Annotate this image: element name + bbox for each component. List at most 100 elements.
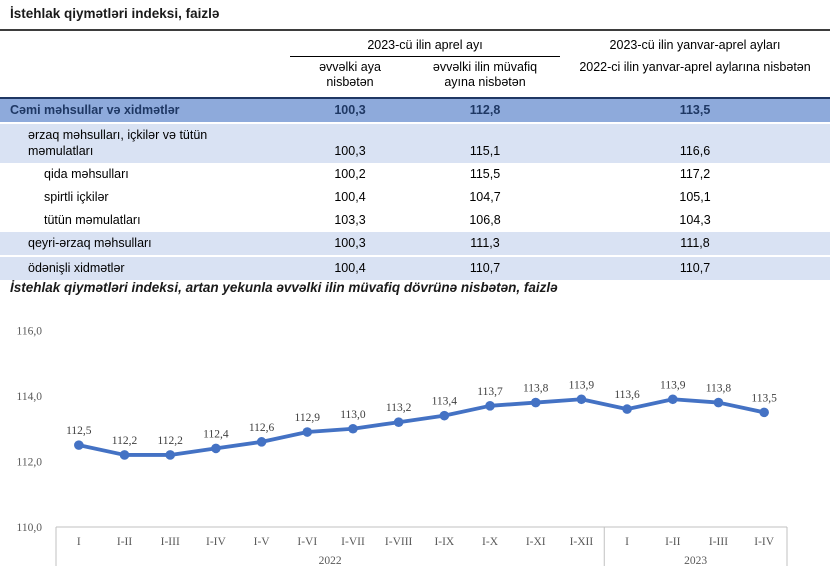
row-value: 113,5 (560, 97, 830, 124)
row-value: 100,3 (290, 123, 410, 163)
table-row: qeyri-ərzaq məhsulları 100,3 111,3 111,8 (0, 232, 830, 256)
row-value: 115,1 (410, 123, 561, 163)
data-point-marker (713, 397, 724, 408)
row-label: Cəmi məhsullar və xidmətlər (0, 97, 290, 124)
cpi-table-container: 2023-cü ilin aprel ayı 2023-cü ilin yanv… (0, 33, 830, 280)
row-value: 104,7 (410, 186, 561, 209)
row-label: qeyri-ərzaq məhsulları (0, 232, 290, 256)
row-value: 100,3 (290, 232, 410, 256)
row-value: 110,7 (410, 255, 561, 280)
row-value: 111,8 (560, 232, 830, 256)
data-point-label: 113,4 (432, 396, 458, 408)
data-point-marker (622, 404, 632, 414)
x-axis-tick-label: I-IV (754, 536, 774, 548)
x-axis-tick-label: I-XI (526, 536, 546, 548)
x-axis-tick-label: I-VI (297, 536, 317, 548)
y-axis-tick-label: 114,0 (17, 391, 43, 403)
row-value: 104,3 (560, 209, 830, 232)
data-point-label: 112,9 (295, 412, 321, 424)
row-value: 110,7 (560, 255, 830, 280)
x-axis-tick-label: I-IV (206, 536, 226, 548)
chart-title: İstehlak qiymətləri indeksi, artan yekun… (10, 280, 558, 295)
table-row: ödənişli xidmətlər 100,4 110,7 110,7 (0, 255, 830, 280)
row-value: 116,6 (560, 123, 830, 163)
x-axis-tick-label: I (625, 536, 629, 548)
row-label: qida məhsulları (0, 163, 290, 186)
row-label: ödənişli xidmətlər (0, 255, 290, 280)
data-point-marker (119, 450, 130, 460)
table-header-row-2: əvvəlki aya nisbətən əvvəlki ilin müvafi… (0, 57, 830, 99)
year-group-label: 2023 (684, 555, 707, 567)
data-point-marker (256, 437, 267, 447)
header-empty-cell (0, 57, 290, 99)
cpi-table: 2023-cü ilin aprel ayı 2023-cü ilin yanv… (0, 33, 830, 280)
row-value: 100,4 (290, 186, 410, 209)
data-point-label: 113,7 (477, 386, 503, 398)
data-point-label: 113,8 (706, 383, 732, 395)
row-value: 112,8 (410, 97, 561, 124)
table-row: tütün məmulatları 103,3 106,8 104,3 (0, 209, 830, 232)
header-prev-year-month: əvvəlki ilin müvafiq ayına nisbətən (432, 60, 538, 89)
data-point-marker (667, 394, 678, 405)
x-axis-tick-label: I-V (254, 536, 271, 548)
row-label: ərzaq məhsulları, içkilər və tütün məmul… (0, 123, 290, 163)
row-value: 100,4 (290, 255, 410, 280)
row-value: 105,1 (560, 186, 830, 209)
x-axis-tick-label: I-IX (434, 536, 454, 548)
data-point-marker (485, 401, 495, 411)
data-point-label: 113,0 (340, 409, 366, 421)
header-prev-month: əvvəlki aya nisbətən (319, 60, 381, 89)
x-axis-tick-label: I-II (665, 536, 680, 548)
data-point-label: 112,5 (66, 425, 92, 437)
row-value: 103,3 (290, 209, 410, 232)
data-point-label: 113,2 (386, 402, 412, 414)
header-empty-cell (0, 33, 290, 57)
row-value: 111,3 (410, 232, 561, 256)
row-value: 106,8 (410, 209, 561, 232)
table-row: qida məhsulları 100,2 115,5 117,2 (0, 163, 830, 186)
x-axis-tick-label: I-III (161, 536, 180, 548)
data-point-marker (393, 417, 404, 427)
x-axis-tick-label: I-X (482, 536, 499, 548)
row-value: 100,2 (290, 163, 410, 186)
x-axis-tick-label: I-VII (341, 536, 365, 548)
data-point-label: 113,9 (660, 379, 686, 391)
table-row: spirtli içkilər 100,4 104,7 105,1 (0, 186, 830, 209)
data-point-label: 113,9 (569, 379, 595, 391)
x-axis-tick-label: I-III (709, 536, 728, 548)
row-value: 115,5 (410, 163, 561, 186)
x-axis-tick-label: I-II (117, 536, 132, 548)
title-divider-line (0, 29, 830, 31)
header-jan-apr-line1: 2023-cü ilin yanvar-aprel ayları (609, 38, 781, 52)
table-header: 2023-cü ilin aprel ayı 2023-cü ilin yanv… (0, 33, 830, 98)
row-label: tütün məmulatları (0, 209, 290, 232)
year-group-label: 2022 (319, 555, 342, 567)
data-point-marker (439, 410, 450, 421)
row-label: spirtli içkilər (0, 186, 290, 209)
x-axis-tick-label: I-VIII (385, 536, 413, 548)
data-point-label: 113,5 (751, 392, 777, 404)
data-point-marker (530, 397, 541, 408)
header-april-group: 2023-cü ilin aprel ayı (290, 33, 561, 57)
y-axis-tick-label: 112,0 (17, 457, 43, 469)
table-body: Cəmi məhsullar və xidmətlər 100,3 112,8 113… (0, 97, 830, 280)
data-point-marker (759, 407, 769, 418)
data-point-marker (576, 394, 587, 405)
data-point-label: 112,4 (203, 428, 229, 440)
data-point-label: 113,6 (614, 389, 640, 401)
header-jan-apr-line2: 2022-ci ilin yanvar-aprel aylarına nisbə… (579, 59, 811, 74)
data-point-label: 112,2 (112, 435, 138, 447)
data-point-label: 112,6 (249, 422, 275, 434)
data-point-marker (348, 423, 358, 434)
data-point-label: 113,8 (523, 383, 549, 395)
data-point-marker (74, 440, 84, 450)
row-value: 100,3 (290, 97, 410, 124)
series-line (76, 397, 767, 457)
data-point-marker (302, 427, 313, 437)
table-title: İstehlak qiymətləri indeksi, faizlə (10, 6, 220, 21)
row-value: 117,2 (560, 163, 830, 186)
x-axis-tick-label: I-XII (570, 536, 594, 548)
data-point-marker (211, 443, 221, 454)
